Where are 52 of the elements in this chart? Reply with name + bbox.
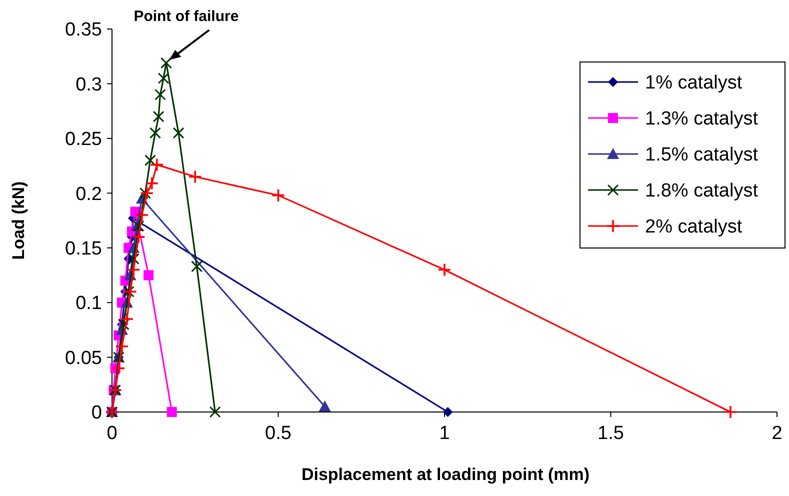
point	[135, 208, 149, 222]
y-tick-label: 0.05	[65, 348, 102, 369]
point	[118, 318, 130, 330]
x-axis-title: Displacement at loading point (mm)	[301, 465, 590, 484]
point	[438, 262, 452, 277]
point	[112, 361, 126, 376]
point	[122, 286, 134, 298]
point	[158, 72, 170, 84]
y-tick-label: 0.15	[65, 238, 102, 260]
point	[188, 170, 202, 184]
point	[724, 405, 738, 419]
point	[123, 284, 138, 299]
y-axis-title: Load (kN)	[9, 181, 28, 260]
point	[140, 186, 154, 200]
legend-label: 2% catalyst	[645, 216, 743, 238]
x-tick-label: 0.5	[265, 423, 292, 444]
point	[191, 260, 203, 272]
point	[144, 270, 154, 280]
y-tick-label: 0	[91, 402, 102, 424]
point	[144, 154, 156, 166]
annotation: Point of failure	[134, 8, 239, 25]
x-tick-label: 1	[439, 423, 450, 444]
y-tick-label: 0.25	[65, 129, 102, 150]
point	[150, 158, 164, 172]
y-tick-label: 0.3	[76, 74, 102, 96]
point	[209, 406, 221, 418]
point	[442, 407, 453, 417]
x-tick-label: 2	[772, 423, 782, 444]
point	[132, 230, 146, 244]
point	[145, 176, 159, 190]
point	[172, 127, 184, 139]
legend-label: 1.8% catalyst	[645, 180, 759, 202]
point	[154, 88, 166, 100]
point	[160, 57, 172, 69]
legend-label: 1.3% catalyst	[645, 108, 759, 130]
point	[271, 188, 286, 202]
point	[120, 312, 134, 326]
y-tick-label: 0.1	[76, 293, 102, 314]
x-tick-label: 1.5	[598, 423, 624, 444]
point	[166, 407, 177, 417]
x-tick-label: 0	[106, 423, 118, 444]
legend-label: 1% catalyst	[645, 72, 743, 94]
y-tick-label: 0.2	[76, 184, 102, 205]
point	[128, 253, 140, 265]
y-tick-label: 0.35	[65, 20, 102, 41]
point	[126, 262, 141, 277]
legend-label: 1.5% catalyst	[645, 144, 759, 166]
point	[140, 187, 151, 199]
point	[152, 110, 164, 122]
point	[115, 339, 129, 354]
point	[149, 127, 161, 139]
point	[318, 400, 331, 412]
